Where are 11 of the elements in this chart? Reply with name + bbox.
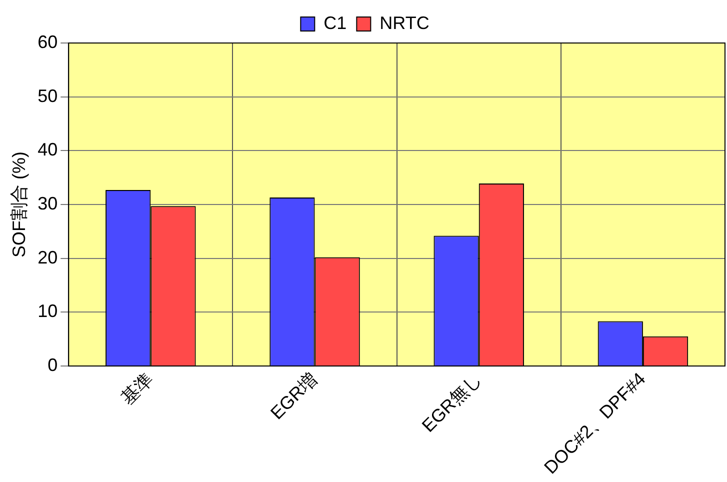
y-tick-label: 10 — [38, 301, 58, 322]
y-tick-label: 0 — [48, 354, 58, 375]
y-axis-title: SOF割合 (%) — [8, 151, 29, 258]
x-tick-label: 基準 — [117, 368, 158, 408]
legend-label: NRTC — [380, 12, 430, 33]
y-tick-label: 20 — [38, 247, 58, 268]
y-tick-label: 30 — [38, 193, 58, 214]
legend-label: C1 — [324, 12, 347, 33]
y-tick-label: 50 — [38, 86, 58, 106]
y-tick-label: 60 — [38, 32, 58, 52]
y-tick-label: 40 — [38, 140, 58, 160]
